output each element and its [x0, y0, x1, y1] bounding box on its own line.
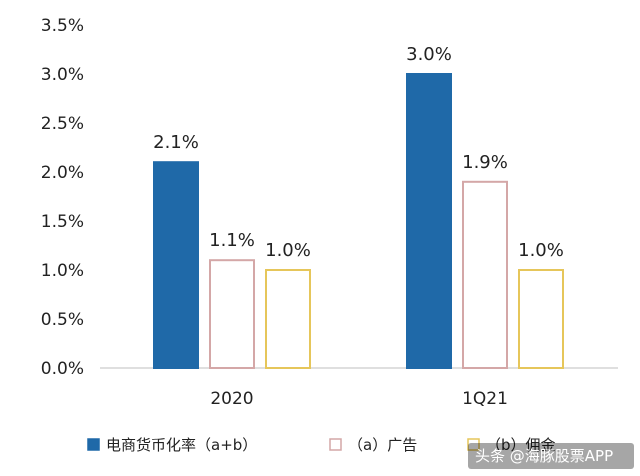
- bar: [462, 180, 508, 369]
- watermark: 头条 @海豚股票APP: [468, 443, 634, 469]
- legend-swatch: [467, 438, 480, 451]
- data-label: 1.0%: [518, 240, 564, 261]
- y-tick-label: 1.0%: [41, 261, 84, 281]
- y-tick-label: 0.0%: [41, 359, 84, 379]
- bar: [153, 161, 199, 369]
- y-tick-label: 3.5%: [41, 16, 84, 36]
- watermark-text: 头条 @海豚股票APP: [475, 447, 613, 465]
- data-label: 1.9%: [462, 152, 508, 173]
- legend-swatch: [329, 438, 342, 451]
- bar: [209, 259, 255, 370]
- legend-label: 电商货币化率（a+b）: [106, 436, 257, 454]
- legend-label: （b）佣金: [486, 436, 556, 454]
- bar: [265, 269, 311, 369]
- bar: [406, 73, 452, 369]
- legend: 电商货币化率（a+b） （a）广告 （b）佣金: [87, 436, 556, 454]
- data-label: 2.1%: [153, 132, 199, 153]
- y-tick-label: 1.5%: [41, 212, 84, 232]
- y-tick-label: 2.5%: [41, 114, 84, 134]
- x-tick-label: 1Q21: [462, 389, 508, 409]
- legend-label: （a）广告: [348, 436, 417, 454]
- y-tick-label: 0.5%: [41, 310, 84, 330]
- x-tick-label: 2020: [210, 389, 253, 409]
- data-label: 1.1%: [209, 230, 255, 251]
- data-label: 1.0%: [265, 240, 311, 261]
- y-tick-label: 2.0%: [41, 163, 84, 183]
- bar: [518, 269, 564, 369]
- data-label: 3.0%: [406, 44, 452, 65]
- x-axis: 2020 1Q21: [210, 389, 508, 409]
- bars: 2.1% 1.1% 1.0% 3.0% 1.9% 1.0%: [153, 44, 564, 370]
- y-tick-label: 3.0%: [41, 65, 84, 85]
- legend-swatch: [87, 438, 100, 451]
- y-axis: 0.0% 0.5% 1.0% 1.5% 2.0% 2.5% 3.0% 3.5%: [41, 16, 84, 379]
